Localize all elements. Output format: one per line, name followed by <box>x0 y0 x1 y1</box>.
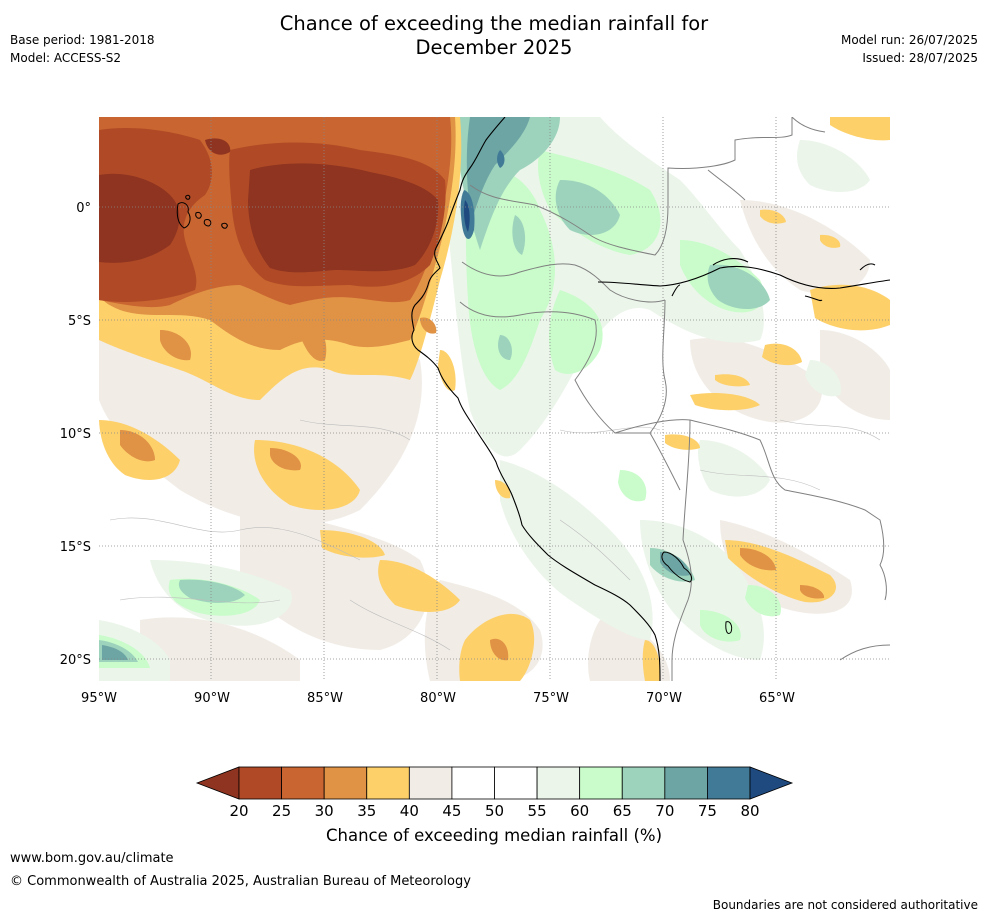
colorbar-tick-label: 70 <box>655 802 674 820</box>
title-line-2: December 2025 <box>415 36 573 59</box>
base-period: Base period: 1981-2018 <box>10 33 155 47</box>
contour-70-75 <box>102 117 690 660</box>
colorbar-segment <box>707 766 751 800</box>
issued-date: Issued: 28/07/2025 <box>862 51 978 65</box>
model-run: Model run: 26/07/2025 <box>840 33 978 47</box>
colorbar-segment <box>366 766 410 800</box>
copyright-text: © Commonwealth of Australia 2025, Austra… <box>10 874 471 889</box>
colorbar-tick-label: 50 <box>485 802 504 820</box>
lake-titicaca <box>661 551 693 583</box>
model-name: Model: ACCESS-S2 <box>10 51 122 65</box>
colorbar-tick-label: 75 <box>698 802 717 820</box>
colorbar: 20 25 30 35 40 45 50 55 60 65 70 75 80 <box>195 766 794 820</box>
colorbar-arrow-high <box>749 766 794 800</box>
lat-label: 20°S <box>60 653 91 668</box>
title-line-1: Chance of exceeding the median rainfall … <box>279 12 709 35</box>
lon-label: 70°W <box>646 691 682 706</box>
lon-label: 65°W <box>759 691 795 706</box>
colorbar-segments <box>195 766 794 800</box>
lon-label: 80°W <box>420 691 456 706</box>
lat-label: 5°S <box>68 314 91 329</box>
rainfall-map: 95°W 90°W 85°W 80°W 75°W 70°W 65°W 0° 5°… <box>60 117 890 706</box>
colorbar-tick-label: 20 <box>229 802 248 820</box>
colorbar-segment <box>323 766 368 800</box>
colorbar-segment <box>664 766 708 800</box>
meta-right: Model run: 26/07/2025 Issued: 28/07/2025 <box>841 31 978 67</box>
lake-poopo <box>725 621 733 635</box>
lat-label: 15°S <box>60 540 91 555</box>
map-plot-area <box>99 117 890 681</box>
colorbar-tick-label: 60 <box>570 802 589 820</box>
lon-label: 95°W <box>81 691 117 706</box>
colorbar-segment <box>536 766 581 800</box>
colorbar-tick-label: 55 <box>528 802 547 820</box>
colorbar-tick-label: 35 <box>357 802 376 820</box>
colorbar-tick-label: 80 <box>740 802 759 820</box>
galapagos-islands <box>176 194 228 229</box>
colorbar-segment <box>408 766 453 800</box>
lon-label: 75°W <box>533 691 569 706</box>
meta-left: Base period: 1981-2018 Model: ACCESS-S2 <box>10 31 155 67</box>
contour-below-20 <box>99 138 439 273</box>
colorbar-segment <box>281 766 325 800</box>
lon-label: 85°W <box>307 691 343 706</box>
lat-label: 10°S <box>60 427 91 442</box>
colorbar-tick-label: 40 <box>400 802 419 820</box>
longitude-labels: 95°W 90°W 85°W 80°W 75°W 70°W 65°W <box>81 691 795 706</box>
lon-label: 90°W <box>194 691 230 706</box>
lat-label: 0° <box>76 201 91 216</box>
colorbar-tick-label: 65 <box>613 802 632 820</box>
colorbar-label: Chance of exceeding median rainfall (%) <box>325 826 663 845</box>
contour-lines <box>109 419 881 651</box>
colorbar-tick-label: 45 <box>442 802 461 820</box>
website-text: www.bom.gov.au/climate <box>10 851 174 866</box>
colorbar-segment <box>579 766 623 800</box>
country-borders <box>459 117 890 681</box>
colorbar-tick-label: 25 <box>272 802 291 820</box>
colorbar-arrow-low <box>195 766 240 800</box>
disclaimer-text: Boundaries are not considered authoritat… <box>712 898 978 912</box>
colorbar-segment <box>238 766 282 800</box>
colorbar-segment <box>451 766 495 800</box>
map-title: Chance of exceeding the median rainfall … <box>0 12 988 60</box>
colorbar-ticks: 20 25 30 35 40 45 50 55 60 65 70 75 80 <box>229 802 759 820</box>
contour-80-plus <box>464 200 470 232</box>
latitude-labels: 0° 5°S 10°S 15°S 20°S <box>60 201 91 668</box>
colorbar-segment <box>621 766 666 800</box>
colorbar-segment <box>494 766 538 800</box>
coastlines <box>411 117 890 681</box>
colorbar-tick-label: 30 <box>315 802 334 820</box>
